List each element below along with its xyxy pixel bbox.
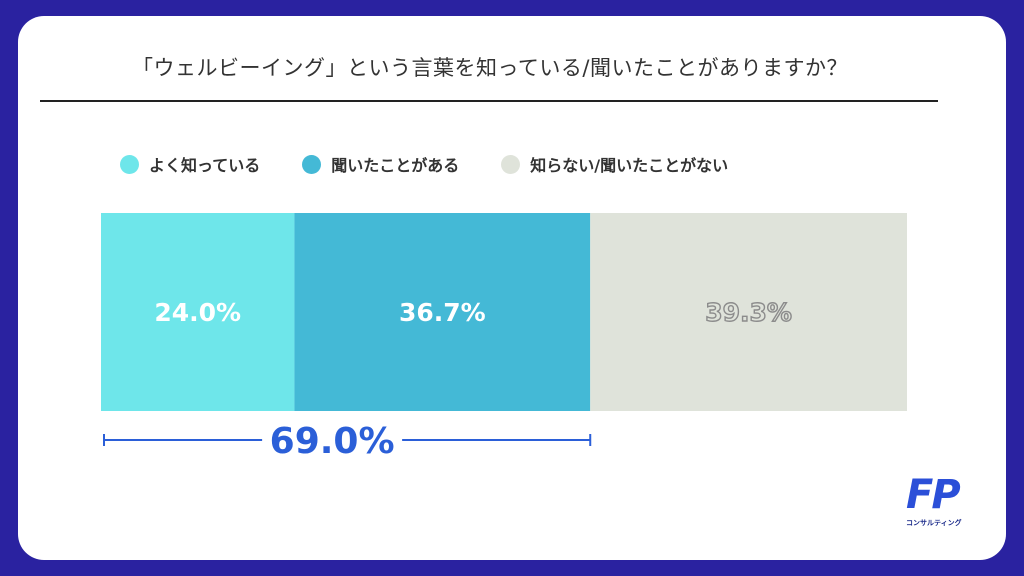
logo-subtext: コンサルティング xyxy=(906,519,962,527)
legend-label: 聞いたことがある xyxy=(331,156,460,175)
legend-swatch xyxy=(501,154,521,174)
legend-item-heard-of: 聞いたことがある xyxy=(302,152,459,176)
data-label-segment-heard-of: 36.7% xyxy=(399,298,486,327)
legend-item-not-known: 知らない/聞いたことがない xyxy=(501,152,728,176)
data-label-segment-not-known: 39.3% xyxy=(705,298,792,327)
title-divider xyxy=(40,100,938,102)
legend: よく知っている 聞いたことがある 知らない/聞いたことがない xyxy=(120,152,770,176)
annotation-total-label: 69.0% xyxy=(270,421,395,462)
logo-mark: FP xyxy=(906,472,961,518)
legend-item-well-known: よく知っている xyxy=(120,152,260,176)
legend-swatch xyxy=(120,154,139,174)
fp-consulting-logo: FP コンサルティング xyxy=(906,472,972,532)
bar-segment-not-known xyxy=(590,213,907,411)
legend-swatch xyxy=(302,154,322,174)
bar-segment-well-known xyxy=(101,213,295,411)
chart-title: 「ウェルビーイング」という言葉を知っている/聞いたことがありますか？ xyxy=(131,56,849,80)
data-label-segment-well-known: 24.0% xyxy=(154,298,241,327)
bar-segment-heard-of xyxy=(294,213,591,411)
legend-label: 知らない/聞いたことがない xyxy=(530,156,729,175)
legend-label: よく知っている xyxy=(149,156,261,175)
